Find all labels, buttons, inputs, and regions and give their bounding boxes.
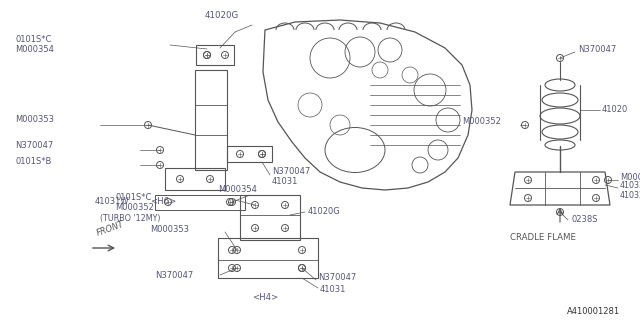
Text: M000353: M000353	[150, 226, 189, 235]
Text: 41032C<LH>: 41032C<LH>	[620, 191, 640, 201]
Text: M000352: M000352	[462, 117, 501, 126]
Text: 0101S*C: 0101S*C	[115, 194, 152, 203]
Text: 41020: 41020	[602, 106, 628, 115]
Text: (TURBO '12MY): (TURBO '12MY)	[100, 213, 161, 222]
Text: N370047: N370047	[15, 140, 53, 149]
Text: M000352: M000352	[620, 173, 640, 182]
Text: N370047: N370047	[155, 270, 193, 279]
Text: 0101S*C: 0101S*C	[15, 36, 51, 44]
Bar	[196, 45, 234, 65]
Text: FRONT: FRONT	[95, 220, 125, 238]
Text: <H6>: <H6>	[150, 197, 176, 206]
Text: 0238S: 0238S	[572, 215, 598, 225]
Bar	[195, 70, 227, 170]
Text: 41031: 41031	[272, 178, 298, 187]
Text: 41031: 41031	[320, 285, 346, 294]
Text: N370047: N370047	[272, 167, 310, 177]
Text: M000354: M000354	[15, 45, 54, 54]
Text: 41031W: 41031W	[95, 197, 130, 206]
Bar	[227, 146, 272, 162]
Text: A410001281: A410001281	[567, 308, 620, 316]
Text: M000354: M000354	[218, 186, 257, 195]
Text: 0101S*B: 0101S*B	[15, 157, 51, 166]
Text: N370047: N370047	[578, 45, 616, 54]
Text: 41020G: 41020G	[205, 11, 239, 20]
Bar	[218, 238, 318, 278]
Text: M000352: M000352	[115, 204, 154, 212]
Text: N370047: N370047	[318, 274, 356, 283]
Bar	[240, 195, 300, 240]
Text: 41020G: 41020G	[308, 207, 340, 217]
Text: 41032B<RH>: 41032B<RH>	[620, 180, 640, 189]
Text: <H4>: <H4>	[252, 293, 278, 302]
Bar	[155, 195, 245, 210]
Bar	[165, 168, 225, 190]
Text: CRADLE FLAME: CRADLE FLAME	[510, 233, 576, 242]
Text: M000353: M000353	[15, 116, 54, 124]
